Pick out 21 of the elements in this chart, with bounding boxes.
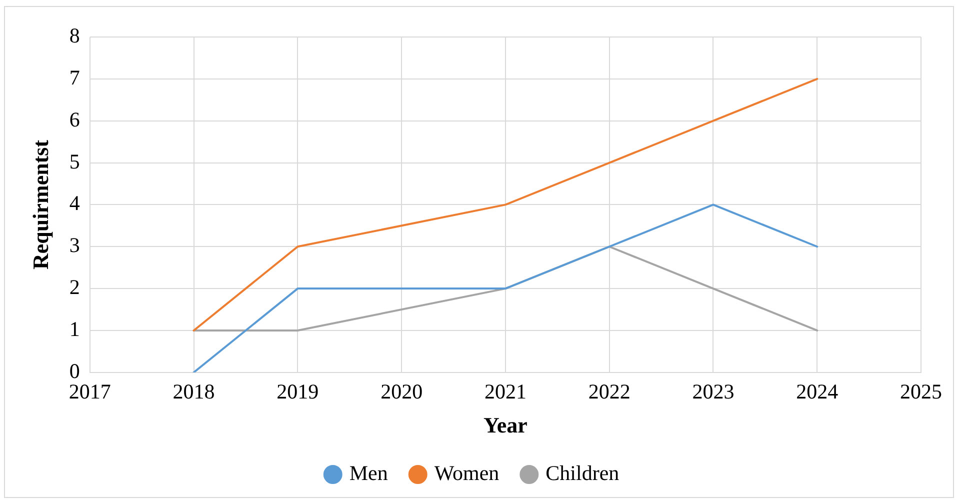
x-tick-label: 2025 bbox=[900, 380, 942, 404]
y-tick-label: 2 bbox=[69, 275, 80, 300]
x-tick-label: 2021 bbox=[484, 380, 526, 404]
x-tick-label: 2024 bbox=[796, 380, 839, 404]
y-tick-label: 5 bbox=[69, 149, 80, 174]
y-tick-label: 4 bbox=[69, 191, 80, 216]
x-tick-label: 2018 bbox=[172, 380, 215, 404]
legend-label: Children bbox=[546, 461, 620, 486]
x-axis-title: Year bbox=[483, 412, 528, 438]
y-tick-label: 7 bbox=[69, 65, 80, 90]
legend-label: Men bbox=[349, 461, 388, 486]
x-tick-label: 2020 bbox=[380, 380, 423, 404]
x-tick-label: 2022 bbox=[588, 380, 630, 404]
x-tick-label: 2019 bbox=[276, 380, 319, 404]
legend-label: Women bbox=[434, 461, 500, 486]
y-tick-label: 8 bbox=[69, 24, 80, 48]
y-tick-label: 1 bbox=[69, 316, 80, 341]
y-tick-label: 6 bbox=[69, 107, 80, 132]
y-tick-label: 3 bbox=[69, 233, 80, 258]
y-axis-title: Requirmentst bbox=[28, 139, 53, 270]
x-tick-label: 2023 bbox=[692, 380, 734, 404]
